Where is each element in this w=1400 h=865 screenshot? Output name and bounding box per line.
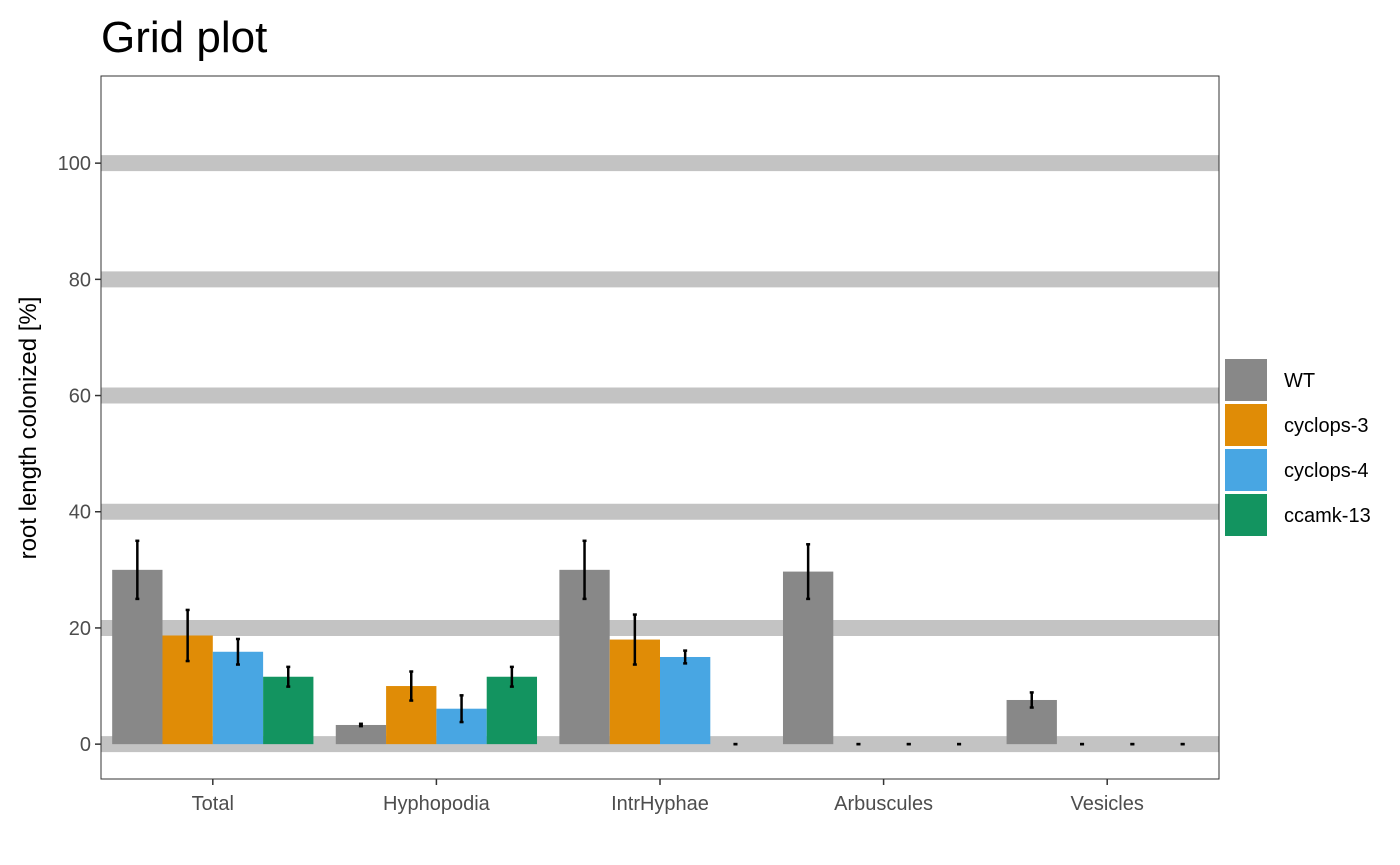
y-tick-label: 60 <box>69 386 91 408</box>
bar <box>212 651 264 745</box>
bar <box>486 676 538 745</box>
legend-key <box>1225 359 1267 401</box>
y-axis: 0 20 40 60 80 100 <box>58 153 101 756</box>
bar <box>263 676 314 745</box>
legend: WT cyclops-3 cyclops-4 ccamk-13 <box>1225 359 1371 536</box>
error-bars <box>135 539 1185 746</box>
x-tick-label: Vesicles <box>1071 793 1144 815</box>
bar <box>782 571 834 745</box>
chart-title: Grid plot <box>101 13 267 62</box>
legend-key <box>1225 449 1267 491</box>
bar <box>335 724 387 745</box>
x-axis: Total Hyphopodia IntrHyphae Arbuscules Vesic… <box>192 779 1144 815</box>
legend-key <box>1225 494 1267 536</box>
x-tick-label: IntrHyphae <box>611 793 709 815</box>
bar <box>660 656 711 745</box>
legend-key <box>1225 404 1267 446</box>
legend-label: cyclops-4 <box>1284 460 1368 482</box>
y-tick-label: 80 <box>69 269 91 291</box>
x-tick-label: Hyphopodia <box>383 793 491 815</box>
y-tick-label: 40 <box>69 502 91 524</box>
y-tick-label: 100 <box>58 153 91 175</box>
y-tick-label: 20 <box>69 618 91 640</box>
x-tick-label: Arbuscules <box>834 793 933 815</box>
legend-label: cyclops-3 <box>1284 415 1368 437</box>
y-tick-label: 0 <box>80 734 91 756</box>
legend-label: WT <box>1284 370 1315 392</box>
legend-label: ccamk-13 <box>1284 505 1371 527</box>
y-axis-label: root length colonized [%] <box>15 297 42 560</box>
x-tick-label: Total <box>192 793 234 815</box>
bars <box>112 569 1057 745</box>
